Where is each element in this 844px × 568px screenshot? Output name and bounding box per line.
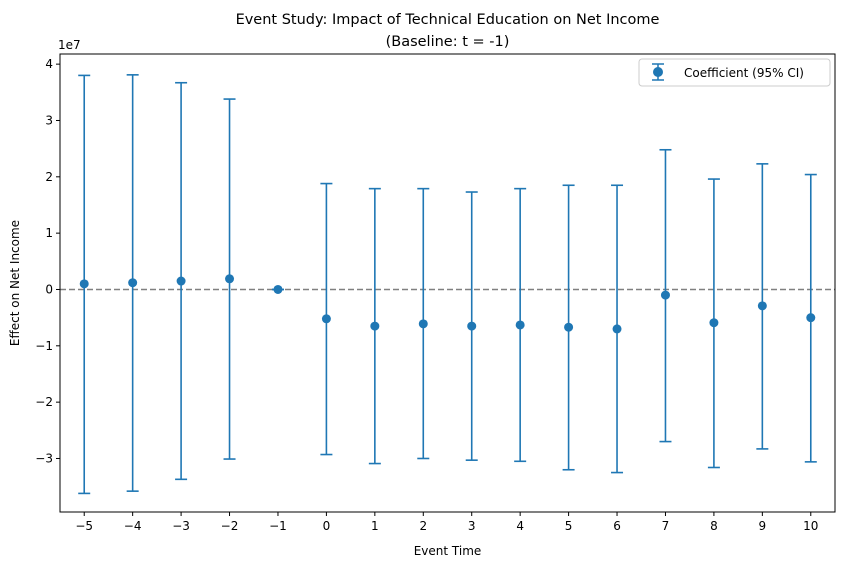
coefficient-point — [418, 319, 428, 329]
y-tick-label: 3 — [45, 113, 53, 127]
plot-frame — [59, 53, 836, 513]
legend-label: Coefficient (95% CI) — [684, 66, 804, 80]
coefficient-point — [612, 324, 622, 334]
x-tick-label: 8 — [710, 519, 718, 533]
y-tick-label: 0 — [45, 282, 53, 296]
x-tick-label: 3 — [468, 519, 476, 533]
x-tick-label: −1 — [269, 519, 287, 533]
y-tick-label: 4 — [45, 57, 53, 71]
coefficient-point — [660, 290, 670, 300]
coefficient-point — [467, 321, 477, 331]
x-tick-label: −5 — [75, 519, 93, 533]
y-offset-label: 1e7 — [58, 38, 81, 52]
chart-subtitle: (Baseline: t = -1) — [386, 34, 510, 50]
coefficient-point — [225, 274, 235, 284]
coefficient-point — [757, 301, 767, 311]
x-tick-label: −3 — [172, 519, 190, 533]
y-tick-label: 1 — [45, 226, 53, 240]
legend: Coefficient (95% CI) — [638, 58, 831, 87]
x-tick-label: 2 — [419, 519, 427, 533]
y-tick-label: −2 — [35, 395, 53, 409]
legend-box — [638, 58, 831, 87]
x-tick-label: 7 — [662, 519, 670, 533]
x-axis-label: Event Time — [414, 544, 482, 558]
legend-marker — [653, 67, 663, 77]
y-axis-label: Effect on Net Income — [8, 220, 22, 346]
coefficient-point — [709, 318, 719, 328]
coefficient-point — [128, 278, 138, 288]
coefficient-point — [79, 279, 89, 289]
coefficient-point — [370, 321, 380, 331]
coefficient-point — [321, 314, 331, 324]
coefficient-point — [564, 322, 574, 332]
coefficient-point — [515, 320, 525, 330]
coefficient-point — [176, 276, 186, 286]
x-tick-label: 0 — [323, 519, 331, 533]
x-tick-label: 1 — [371, 519, 379, 533]
x-tick-label: −2 — [221, 519, 239, 533]
x-tick-label: −4 — [124, 519, 142, 533]
y-tick-label: 2 — [45, 170, 53, 184]
x-tick-label: 5 — [565, 519, 573, 533]
chart-title: Event Study: Impact of Technical Educati… — [236, 12, 660, 28]
x-tick-label: 10 — [803, 519, 818, 533]
x-tick-label: 9 — [759, 519, 767, 533]
y-tick-label: −3 — [35, 451, 53, 465]
x-tick-label: 4 — [516, 519, 524, 533]
coefficient-point — [806, 313, 816, 323]
coefficient-point — [273, 284, 283, 294]
y-tick-label: −1 — [35, 339, 53, 353]
x-tick-label: 6 — [613, 519, 621, 533]
